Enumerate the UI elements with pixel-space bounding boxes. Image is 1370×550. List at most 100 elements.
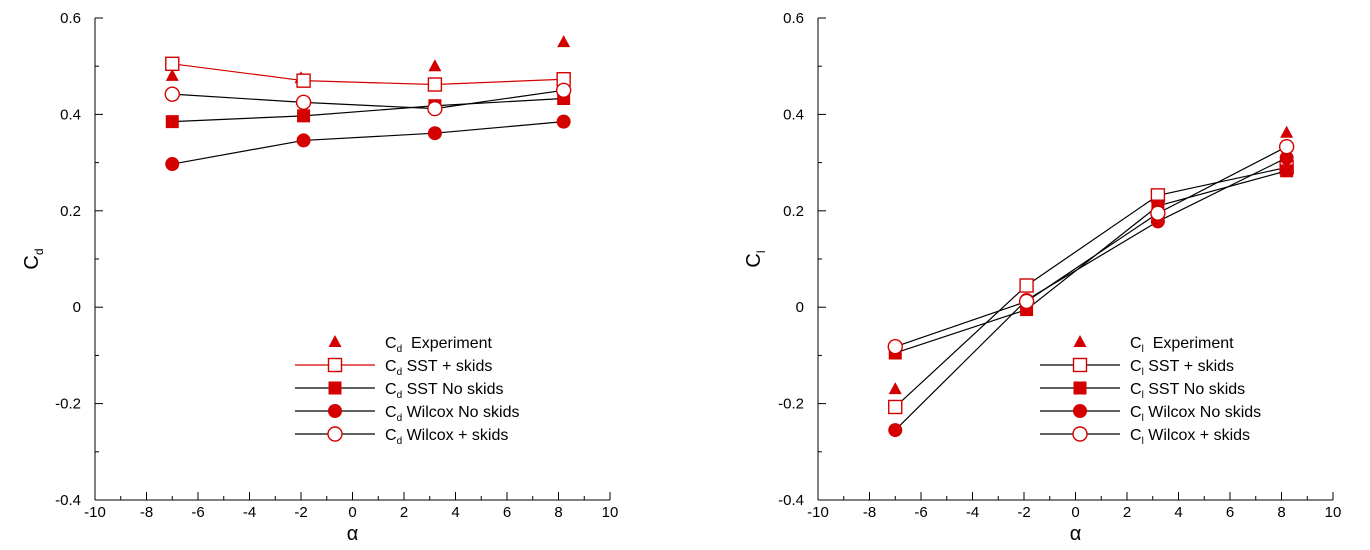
legend-label: Cd SST + skids xyxy=(385,358,492,378)
legend-marker xyxy=(327,357,343,373)
legend-marker xyxy=(1072,426,1088,442)
data-point xyxy=(165,115,179,129)
series-2 xyxy=(888,160,1294,415)
legend-marker xyxy=(328,404,342,418)
data-point xyxy=(888,382,902,395)
legend: Cl Experiment Cl SST + skids Cl SST No ski… xyxy=(1040,335,1261,447)
legend-label: Cd SST No skids xyxy=(385,381,503,401)
data-point xyxy=(1019,278,1034,293)
y-tick-label: 0.6 xyxy=(60,10,81,27)
data-point xyxy=(428,59,442,72)
data-point xyxy=(1150,205,1166,221)
series-line xyxy=(172,97,564,123)
y-tick-label: 0.2 xyxy=(60,203,81,220)
legend-marker xyxy=(327,426,343,442)
series-2 xyxy=(165,56,571,92)
series-1 xyxy=(888,125,1294,395)
data-point xyxy=(1018,293,1035,310)
data-point xyxy=(888,423,903,438)
x-tick-label: 8 xyxy=(554,504,562,521)
data-point xyxy=(165,68,179,81)
data-point xyxy=(555,82,572,99)
x-tick-label: 2 xyxy=(400,504,408,521)
data-point xyxy=(165,157,180,172)
y-tick-label: 0 xyxy=(73,299,81,316)
data-point xyxy=(427,100,443,117)
y-tick-label: -0.4 xyxy=(778,492,804,509)
series-1 xyxy=(165,35,571,84)
y-tick-label: 0.2 xyxy=(783,203,804,220)
series-line xyxy=(172,121,564,165)
data-point xyxy=(557,35,571,48)
x-tick-label: -10 xyxy=(84,504,106,521)
y-tick-label: -0.4 xyxy=(55,492,81,509)
chart-1: -10 -8 -6 -4 -2 0 2 4 6 8 10 -0.4 -0.2 0 0.2 0.4 0.6 α Cd C… xyxy=(21,10,618,545)
x-tick-label: -6 xyxy=(914,504,927,521)
legend-marker xyxy=(328,381,342,395)
x-tick-label: 6 xyxy=(1226,504,1234,521)
data-point xyxy=(296,73,311,88)
data-point xyxy=(165,56,180,71)
data-point xyxy=(296,133,311,148)
series-line xyxy=(172,89,564,110)
legend-label: Cd Experiment xyxy=(385,335,492,355)
x-tick-label: 2 xyxy=(1123,504,1131,521)
x-tick-label: -2 xyxy=(294,504,307,521)
data-point xyxy=(556,114,571,129)
data-point xyxy=(427,77,443,92)
series-5 xyxy=(164,82,572,117)
x-tick-label: 0 xyxy=(348,504,356,521)
x-tick-label: -10 xyxy=(807,504,829,521)
y-tick-label: 0.4 xyxy=(783,106,804,123)
data-point xyxy=(1280,164,1294,178)
data-point xyxy=(888,399,903,415)
legend-label: Cl SST No skids xyxy=(1130,381,1245,401)
x-tick-label: 0 xyxy=(1071,504,1079,521)
series-line xyxy=(172,63,564,86)
legend-label: Cl Wilcox No skids xyxy=(1130,404,1261,424)
x-tick-label: 10 xyxy=(602,504,619,521)
data-point xyxy=(295,94,312,111)
y-axis-label: Cd xyxy=(21,248,46,269)
y-tick-label: -0.2 xyxy=(55,396,81,413)
y-tick-label: 0.4 xyxy=(60,106,81,123)
x-tick-label: 4 xyxy=(1174,504,1182,521)
x-axis-label: α xyxy=(1070,523,1082,545)
x-tick-label: 10 xyxy=(1325,504,1342,521)
series-4 xyxy=(165,114,571,172)
data-point xyxy=(427,126,442,141)
legend-label: Cd Wilcox + skids xyxy=(385,427,508,447)
legend: Cd Experiment Cd SST + skids Cd SST No ski… xyxy=(295,335,519,447)
legend-marker xyxy=(1072,357,1088,373)
x-tick-label: 8 xyxy=(1277,504,1285,521)
data-point xyxy=(1279,150,1294,165)
legend-marker xyxy=(328,335,342,347)
series-line xyxy=(895,146,1287,348)
x-tick-label: 4 xyxy=(451,504,459,521)
x-tick-label: -4 xyxy=(966,504,979,521)
data-point xyxy=(1278,138,1295,155)
data-point xyxy=(1280,125,1294,138)
x-tick-label: -6 xyxy=(191,504,204,521)
x-tick-label: -2 xyxy=(1017,504,1030,521)
data-point xyxy=(297,109,311,123)
legend-label: Cl SST + skids xyxy=(1130,358,1234,378)
y-tick-label: 0.6 xyxy=(783,10,804,27)
legend-label: Cl Wilcox + skids xyxy=(1130,427,1250,447)
x-tick-label: 6 xyxy=(503,504,511,521)
legend-marker xyxy=(1073,335,1087,347)
x-tick-label: -8 xyxy=(863,504,876,521)
chart-2: -10 -8 -6 -4 -2 0 2 4 6 8 10 -0.4 -0.2 0 0.2 0.4 0.6 α Cl C… xyxy=(743,10,1341,545)
series-5 xyxy=(887,138,1295,355)
series-line xyxy=(894,157,1287,431)
x-tick-label: -4 xyxy=(243,504,256,521)
data-point xyxy=(164,86,180,102)
legend-marker xyxy=(1073,381,1087,395)
series-line xyxy=(894,166,1287,408)
x-axis-label: α xyxy=(347,523,359,545)
y-tick-label: 0 xyxy=(796,299,804,316)
legend-label: Cd Wilcox No skids xyxy=(385,404,519,424)
legend-marker xyxy=(1073,404,1087,418)
